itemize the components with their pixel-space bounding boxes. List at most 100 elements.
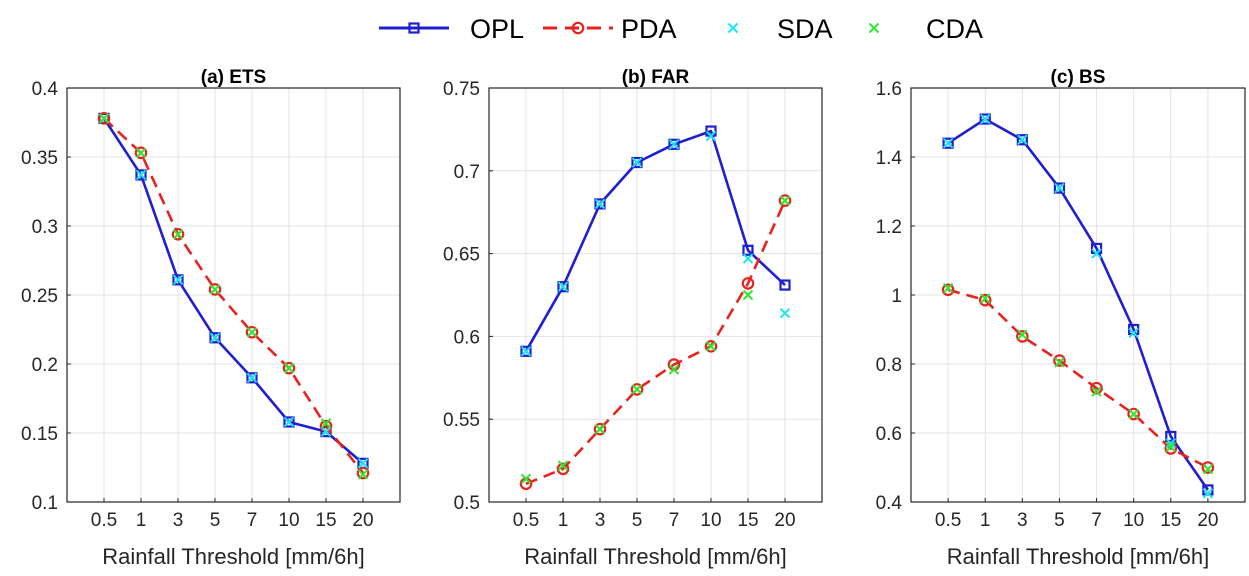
- x-tick-label: 3: [595, 510, 606, 531]
- y-tick-label: 0.55: [443, 410, 480, 431]
- data-point-sda: [942, 137, 954, 149]
- series-cda: [520, 195, 791, 485]
- data-point-sda: [779, 308, 791, 319]
- y-tick-label: 0.3: [32, 217, 58, 238]
- legend-item-opl: OPL: [379, 14, 524, 44]
- panel-title: (c) BS: [1051, 67, 1106, 88]
- legend-item-cda: CDA: [868, 14, 983, 44]
- y-tick-label: 0.1: [32, 493, 58, 514]
- data-point-pda: [741, 277, 755, 290]
- data-point-sda: [283, 416, 295, 428]
- panel-title: (a) ETS: [201, 67, 266, 88]
- y-tick-label: 1.4: [876, 148, 903, 169]
- y-tick-label: 0.6: [876, 424, 902, 445]
- data-point-cda: [98, 113, 110, 124]
- data-point-sda: [1202, 488, 1214, 499]
- data-point-cda: [1091, 386, 1102, 397]
- series-line-opl: [524, 129, 786, 352]
- data-point-pda: [593, 422, 607, 436]
- data-point-sda: [705, 130, 717, 142]
- x-tick-label: 15: [315, 510, 336, 531]
- data-point-pda: [356, 466, 370, 480]
- y-tick-label: 1.2: [876, 217, 902, 238]
- data-point-cda: [942, 282, 954, 294]
- data-point-sda: [631, 157, 643, 168]
- x-tick-label: 1: [558, 510, 569, 531]
- x-tick-label: 7: [247, 510, 258, 531]
- legend-item-sda: SDA: [727, 14, 833, 44]
- y-tick-label: 0.7: [454, 162, 480, 183]
- series-sda: [942, 113, 1214, 499]
- data-point-cda: [779, 195, 791, 206]
- y-tick-label: 0.25: [21, 286, 58, 307]
- data-point-pda: [1016, 330, 1029, 343]
- data-point-opl: [135, 169, 147, 181]
- x-tick-label: 20: [352, 510, 373, 531]
- series-line-pda: [525, 200, 787, 486]
- data-point-pda: [1053, 354, 1066, 367]
- y-tick-label: 0.15: [21, 424, 58, 445]
- legend-label-cda: CDA: [926, 14, 983, 44]
- data-point-cda: [980, 293, 991, 304]
- data-point-cda: [631, 384, 643, 395]
- legend: OPL PDA SDA CDA: [379, 14, 983, 44]
- data-point-sda: [172, 274, 184, 286]
- x-tick-label: 1: [136, 510, 147, 531]
- data-point-cda: [1054, 357, 1065, 368]
- data-point-opl: [742, 244, 754, 256]
- series-line-pda: [103, 117, 365, 474]
- y-tick-label: 1: [891, 286, 902, 307]
- x-tick-label: 5: [632, 510, 643, 531]
- series-cda: [942, 282, 1214, 475]
- data-point-pda: [171, 227, 185, 241]
- data-point-cda: [1017, 329, 1028, 340]
- data-point-cda: [594, 423, 606, 435]
- y-tick-label: 0.4: [876, 493, 903, 514]
- data-point-pda: [978, 293, 992, 307]
- data-point-sda: [980, 113, 991, 125]
- y-tick-label: 0.75: [443, 79, 480, 100]
- data-point-opl: [979, 113, 991, 125]
- x-tick-label: 10: [278, 510, 299, 531]
- y-tick-label: 0.65: [443, 245, 480, 266]
- series-sda: [520, 130, 791, 357]
- series-sda: [98, 113, 369, 469]
- x-tick-label: 0.5: [935, 510, 961, 531]
- data-point-pda: [1090, 381, 1103, 395]
- legend-marker-opl: [408, 22, 420, 34]
- x-tick-label: 3: [173, 510, 184, 531]
- panel-title: (b) FAR: [622, 67, 690, 88]
- data-point-sda: [246, 372, 258, 384]
- data-point-opl: [594, 198, 606, 210]
- chart-panel-b-far: 0.5 1 3 5 7 10 15 20 0.5 0.55 0.6 0.65 0.7 0.75 (b) FA…: [443, 67, 823, 569]
- x-tick-label: 7: [669, 510, 680, 531]
- data-point-cda: [1202, 464, 1214, 475]
- x-tick-label: 1: [980, 510, 991, 531]
- y-tick-label: 0.4: [32, 79, 59, 100]
- y-tick-label: 1.6: [876, 79, 902, 100]
- data-point-cda: [1165, 441, 1176, 453]
- x-tick-label: 15: [1160, 510, 1181, 531]
- data-point-pda: [208, 283, 222, 296]
- x-tick-label: 15: [737, 510, 758, 531]
- data-point-sda: [357, 458, 369, 469]
- data-point-sda: [1128, 327, 1139, 339]
- data-point-cda: [246, 327, 258, 338]
- x-tick-label: 10: [1123, 510, 1144, 531]
- legend-marker-sda: [727, 22, 739, 34]
- data-point-cda: [320, 418, 332, 429]
- x-tick-label: 20: [774, 510, 795, 531]
- x-tick-label: 5: [1054, 510, 1065, 531]
- data-point-pda: [778, 194, 792, 207]
- legend-label-sda: SDA: [777, 14, 833, 44]
- data-point-cda: [172, 229, 184, 240]
- data-point-pda: [704, 340, 718, 353]
- data-point-sda: [1017, 134, 1028, 145]
- data-point-opl: [520, 345, 532, 357]
- data-point-sda: [1091, 248, 1102, 259]
- y-tick-label: 0.2: [32, 355, 58, 376]
- data-point-pda: [556, 462, 570, 476]
- data-point-pda: [1127, 407, 1140, 421]
- data-point-sda: [557, 281, 569, 292]
- data-point-opl: [631, 156, 643, 169]
